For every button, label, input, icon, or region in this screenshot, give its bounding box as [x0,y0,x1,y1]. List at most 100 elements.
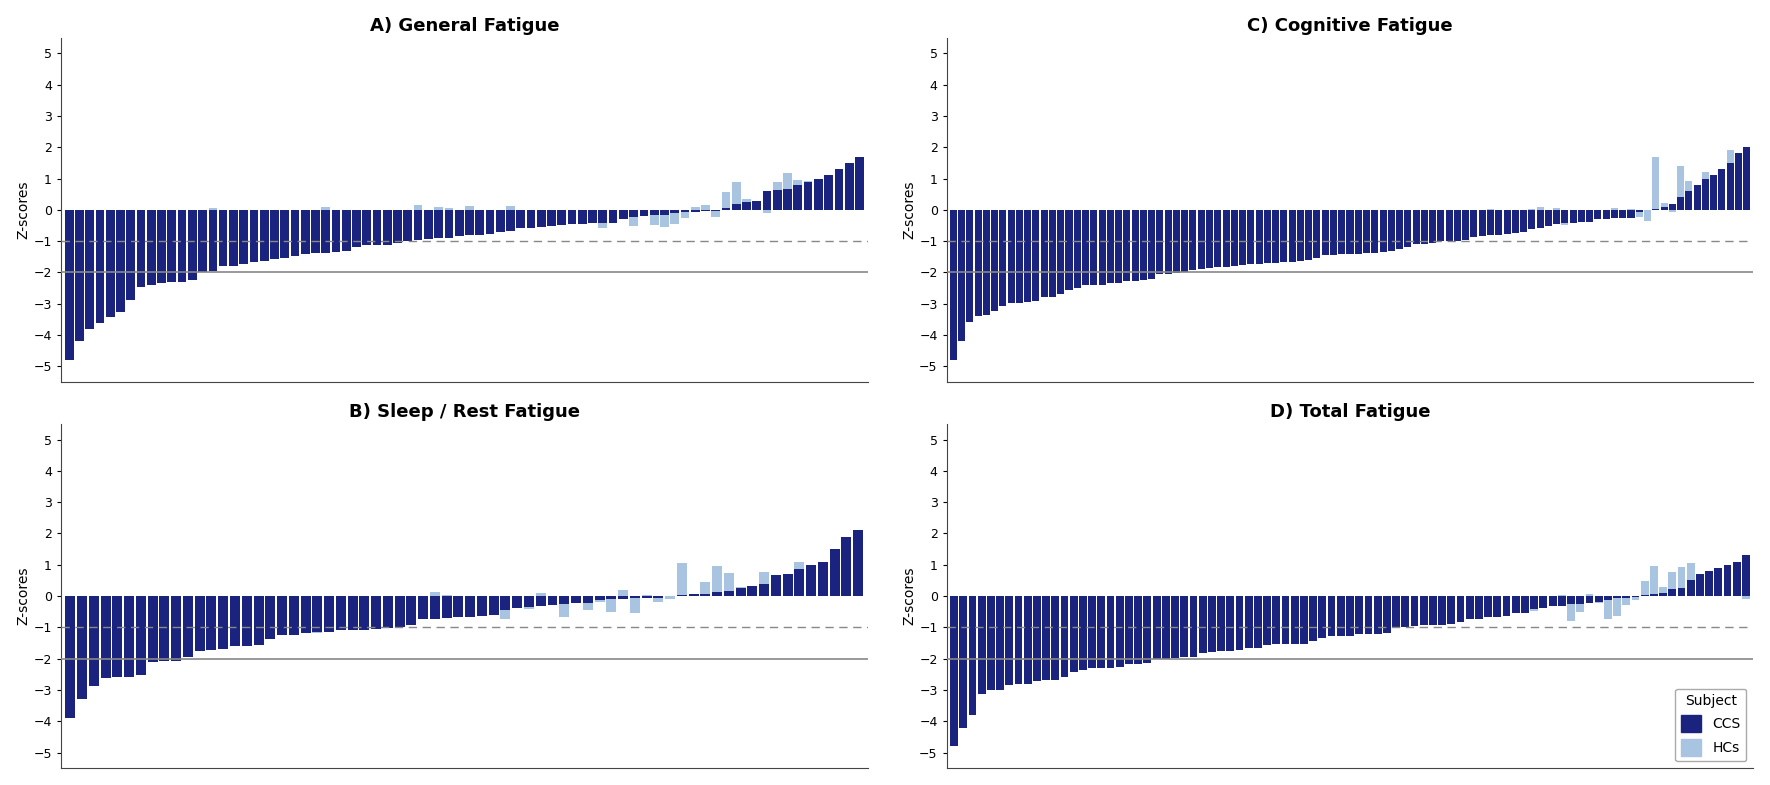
Bar [968,596,977,618]
Bar [1255,210,1262,264]
Bar [752,201,761,210]
Bar [1025,210,1032,237]
Bar [1520,210,1528,232]
Bar [1074,210,1081,288]
Bar [496,210,504,232]
Bar [1669,210,1676,212]
Bar [1586,210,1593,214]
Bar [1724,590,1731,596]
Bar [598,210,607,223]
Bar [382,596,393,600]
Bar [1135,596,1142,664]
Bar [1016,210,1023,303]
Bar [1627,209,1634,210]
Bar [1322,210,1329,214]
Bar [1273,596,1280,634]
Y-axis label: Z-scores: Z-scores [16,181,30,239]
Bar [1099,210,1106,285]
Bar [1428,210,1435,243]
Bar [1328,596,1336,612]
Bar [414,205,423,210]
Bar [395,596,405,626]
Bar [1097,596,1104,630]
Bar [1710,175,1717,210]
Bar [997,596,1004,619]
Bar [1595,210,1602,219]
Bar [650,210,658,215]
Bar [1239,210,1246,226]
Bar [1733,561,1740,596]
Bar [382,210,391,245]
Bar [117,210,126,312]
Bar [1050,210,1057,226]
Bar [830,588,839,596]
Bar [289,596,299,635]
Bar [1310,596,1317,641]
Bar [395,596,405,605]
Bar [1549,596,1556,607]
Bar [1558,595,1566,596]
Bar [1264,596,1271,629]
Bar [1336,596,1345,625]
Bar [1428,210,1435,215]
Bar [759,571,770,596]
Bar [834,169,843,210]
Bar [466,596,474,605]
Bar [1687,563,1694,596]
Bar [352,210,361,217]
Bar [476,596,487,605]
Bar [1620,210,1627,218]
Bar [1703,178,1708,210]
Bar [1313,210,1320,258]
Bar [1074,210,1081,241]
Bar [795,562,804,596]
Bar [1457,596,1464,623]
Bar [1014,596,1023,612]
Bar [1152,596,1161,621]
Bar [1319,596,1326,614]
Bar [1060,596,1069,633]
Bar [1016,210,1023,235]
Bar [1081,210,1089,285]
Bar [382,596,393,629]
Bar [466,206,474,210]
Bar [1253,596,1262,648]
Bar [1552,210,1559,225]
Bar [253,596,264,614]
Bar [442,596,451,618]
Bar [1496,210,1503,220]
Bar [331,210,340,226]
Bar [359,596,370,630]
Bar [1149,210,1156,225]
Bar [1115,596,1124,638]
Bar [198,210,207,272]
Bar [805,584,816,596]
Bar [759,583,770,596]
Bar [1081,210,1089,234]
Bar [950,210,958,360]
Bar [572,596,581,599]
Bar [1669,572,1676,596]
Bar [712,592,722,596]
Bar [352,210,361,247]
Bar [65,596,76,630]
Bar [1685,191,1692,210]
Bar [501,596,510,619]
Bar [1207,596,1216,652]
Bar [1304,210,1312,260]
Bar [1273,596,1280,644]
Bar [1743,154,1751,210]
Bar [1174,210,1181,272]
Bar [1218,596,1225,629]
Bar [1156,210,1163,228]
Bar [1570,210,1577,220]
Bar [1586,594,1593,596]
Bar [1602,210,1609,215]
Bar [650,210,658,225]
Bar [736,588,745,596]
Bar [393,210,402,231]
Y-axis label: Z-scores: Z-scores [16,567,30,626]
Title: C) Cognitive Fatigue: C) Cognitive Fatigue [1248,16,1453,35]
Bar [1189,210,1197,235]
Bar [1149,210,1156,279]
